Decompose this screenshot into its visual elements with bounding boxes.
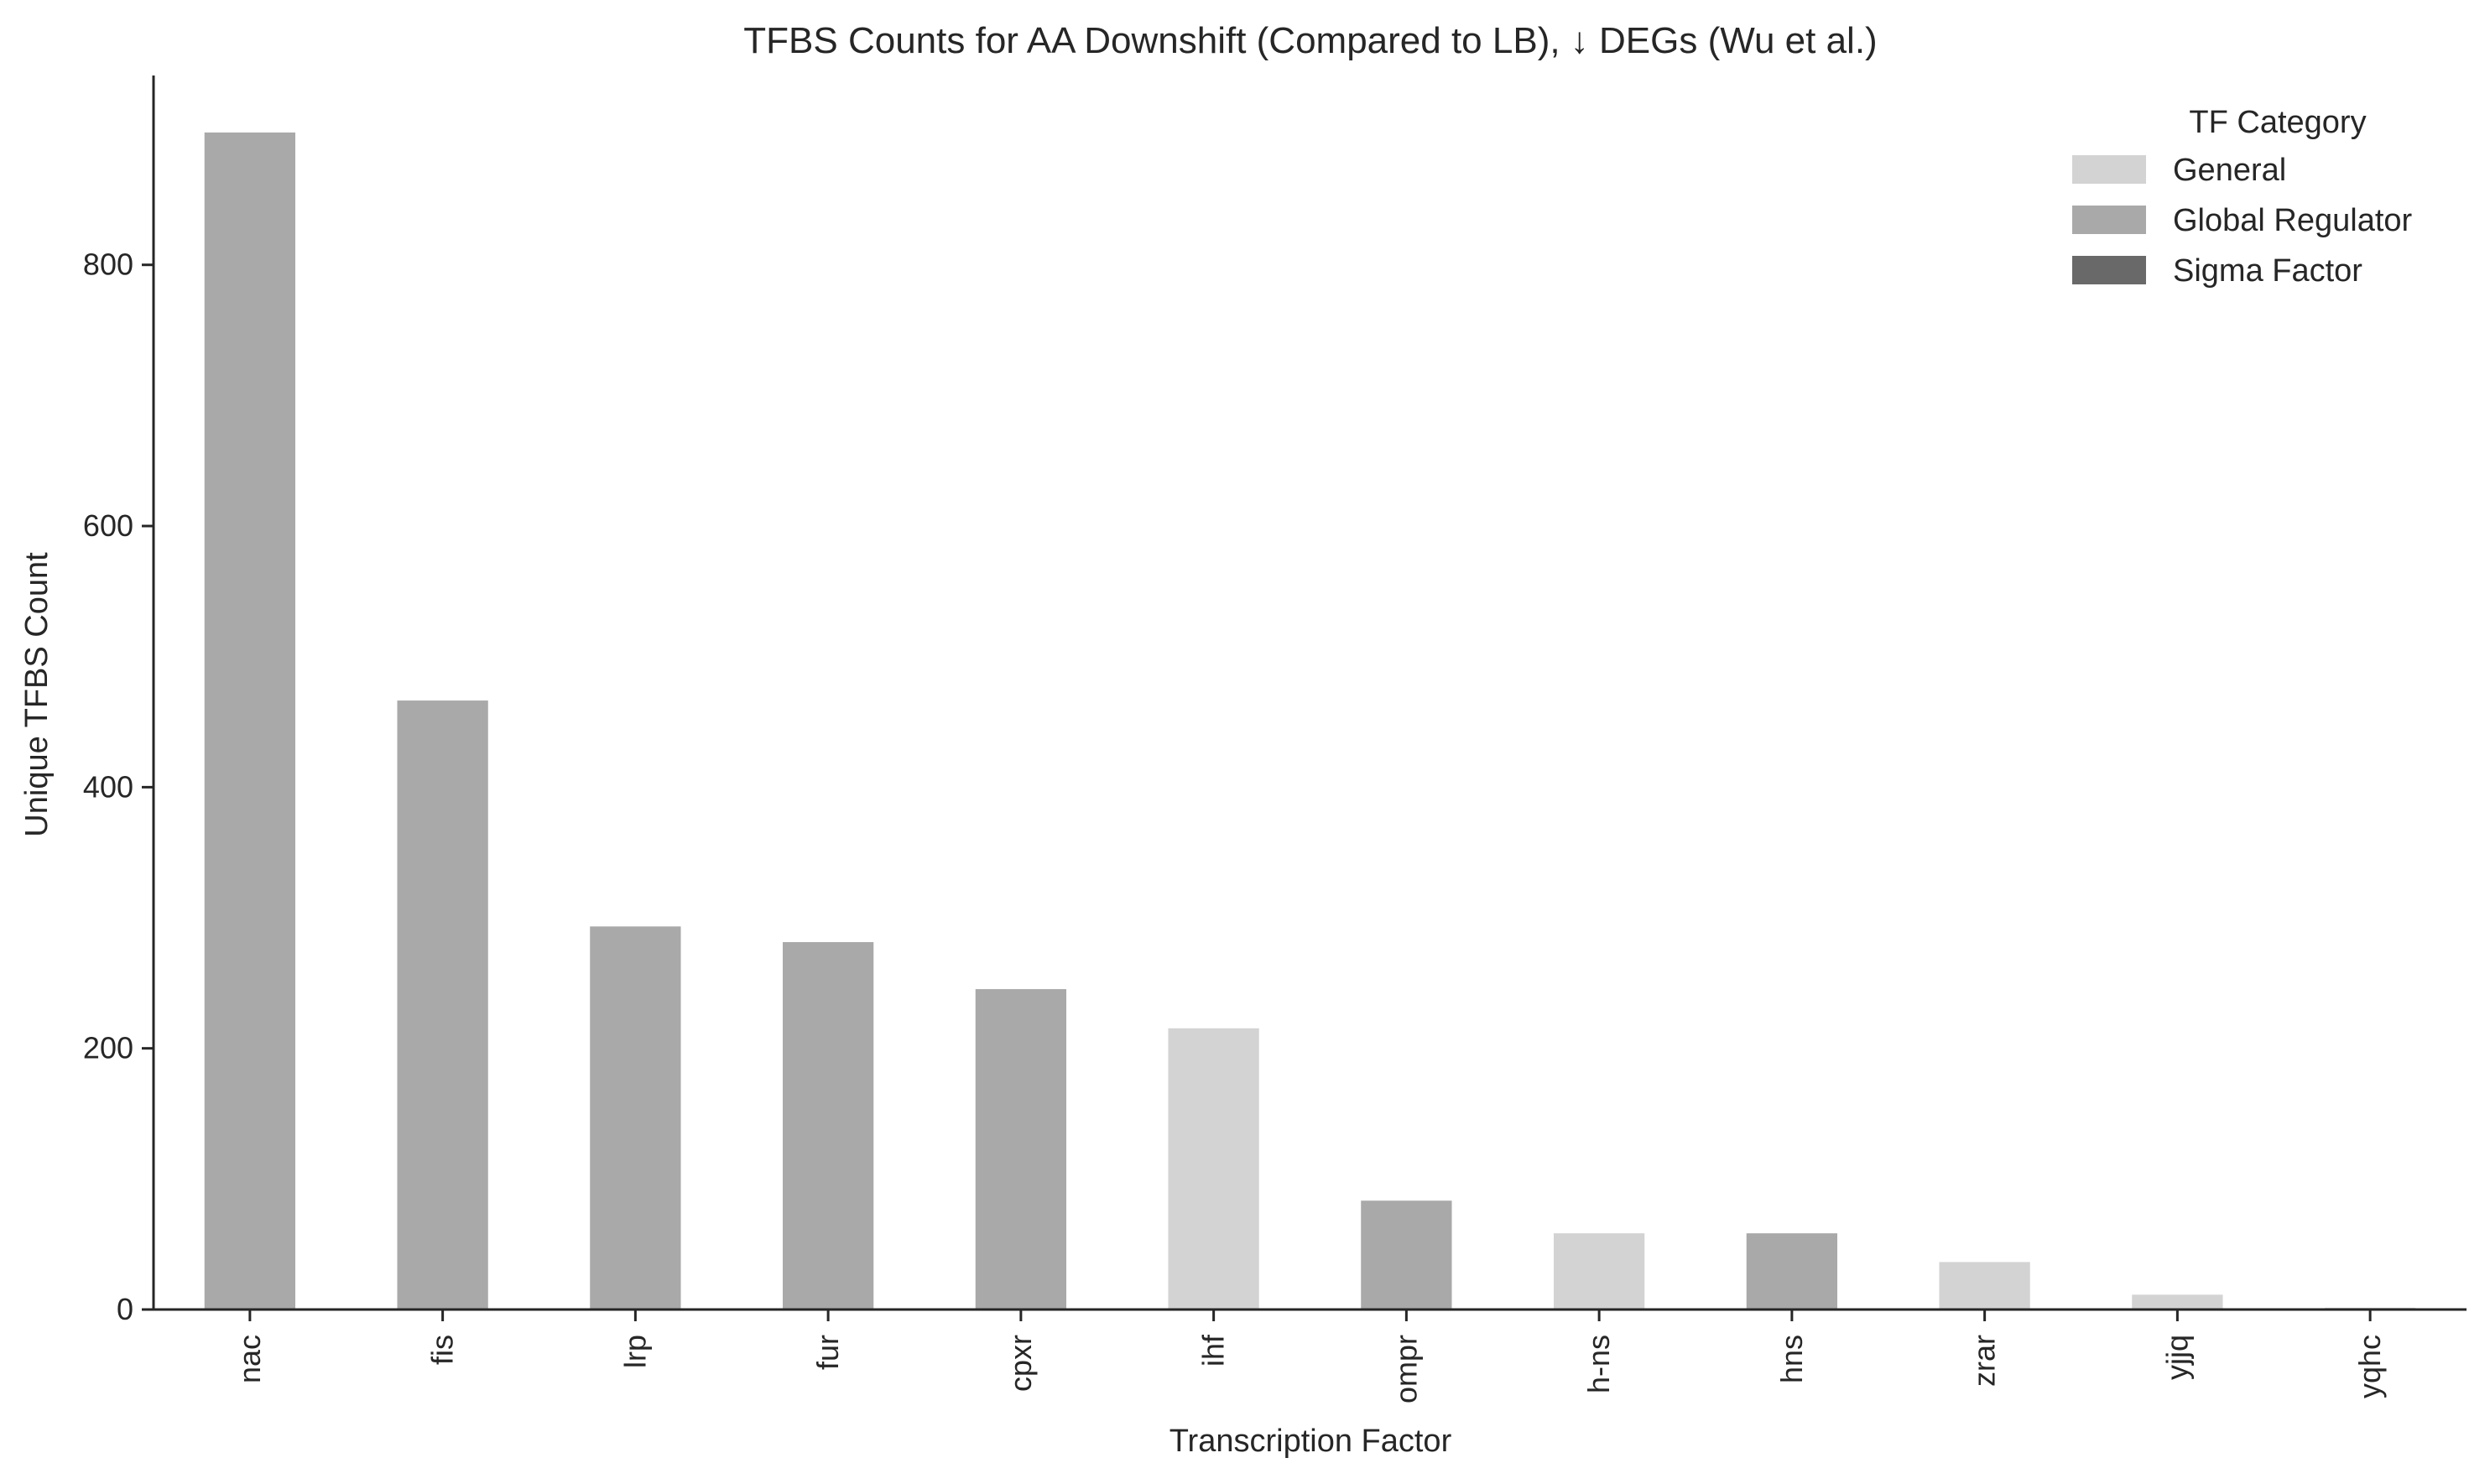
legend-entry-label: Global Regulator (2173, 203, 2413, 238)
bar-fis (395, 699, 490, 1310)
bars-group (202, 130, 2418, 1311)
legend-swatch (2072, 155, 2146, 184)
y-tick-label: 600 (83, 508, 133, 543)
bar-yjjq (2130, 1293, 2225, 1311)
y-tick-label: 800 (83, 247, 133, 282)
x-tick-label-nac: nac (232, 1335, 267, 1383)
x-tick-label-yjjq: yjjq (2159, 1335, 2194, 1380)
bar-cpxr (973, 987, 1069, 1310)
bar-hns (1744, 1231, 1840, 1310)
y-tick-label: 0 (117, 1292, 133, 1326)
x-tick-label-cpxr: cpxr (1003, 1335, 1038, 1392)
legend-title: TF Category (2189, 105, 2366, 140)
bar-nac (202, 130, 298, 1310)
legend-swatch (2072, 256, 2146, 284)
x-axis-label: Transcription Factor (1169, 1424, 1452, 1459)
bar-lrp (588, 924, 683, 1311)
x-tick-label-lrp: lrp (617, 1335, 652, 1368)
bar-ihf (1166, 1026, 1261, 1311)
x-tick-label-ompr: ompr (1388, 1335, 1423, 1403)
x-axis-ticks: nac fis lrp fur cpxr ihf ompr h-ns hns zrar yjjq yq… (232, 1310, 2387, 1403)
x-tick-label-h-ns: h-ns (1581, 1335, 1616, 1393)
x-tick-label-fis: fis (425, 1335, 460, 1365)
y-axis-label: Unique TFBS Count (19, 552, 55, 837)
legend-entry-label: Sigma Factor (2173, 253, 2362, 289)
bar-zrar (1937, 1260, 2032, 1310)
x-tick-label-yqhc: yqhc (2352, 1335, 2387, 1398)
x-tick-label-fur: fur (810, 1335, 845, 1370)
legend-swatch (2072, 206, 2146, 234)
y-tick-label: 400 (83, 769, 133, 804)
legend-entry-label: General (2173, 153, 2286, 188)
x-tick-label-ihf: ihf (1196, 1334, 1231, 1367)
bar-fur (780, 940, 876, 1310)
chart-title: TFBS Counts for AA Downshift (Compared t… (743, 20, 1877, 61)
bar-ompr (1359, 1199, 1454, 1310)
x-tick-label-hns: hns (1774, 1335, 1809, 1383)
y-tick-label: 200 (83, 1031, 133, 1065)
y-axis-ticks: 0 200 400 600 800 (83, 247, 154, 1326)
legend: TF Category General Global Regulator Sigma… (2072, 105, 2413, 289)
bar-h-ns (1551, 1231, 1647, 1310)
x-tick-label-zrar: zrar (1967, 1335, 2002, 1387)
